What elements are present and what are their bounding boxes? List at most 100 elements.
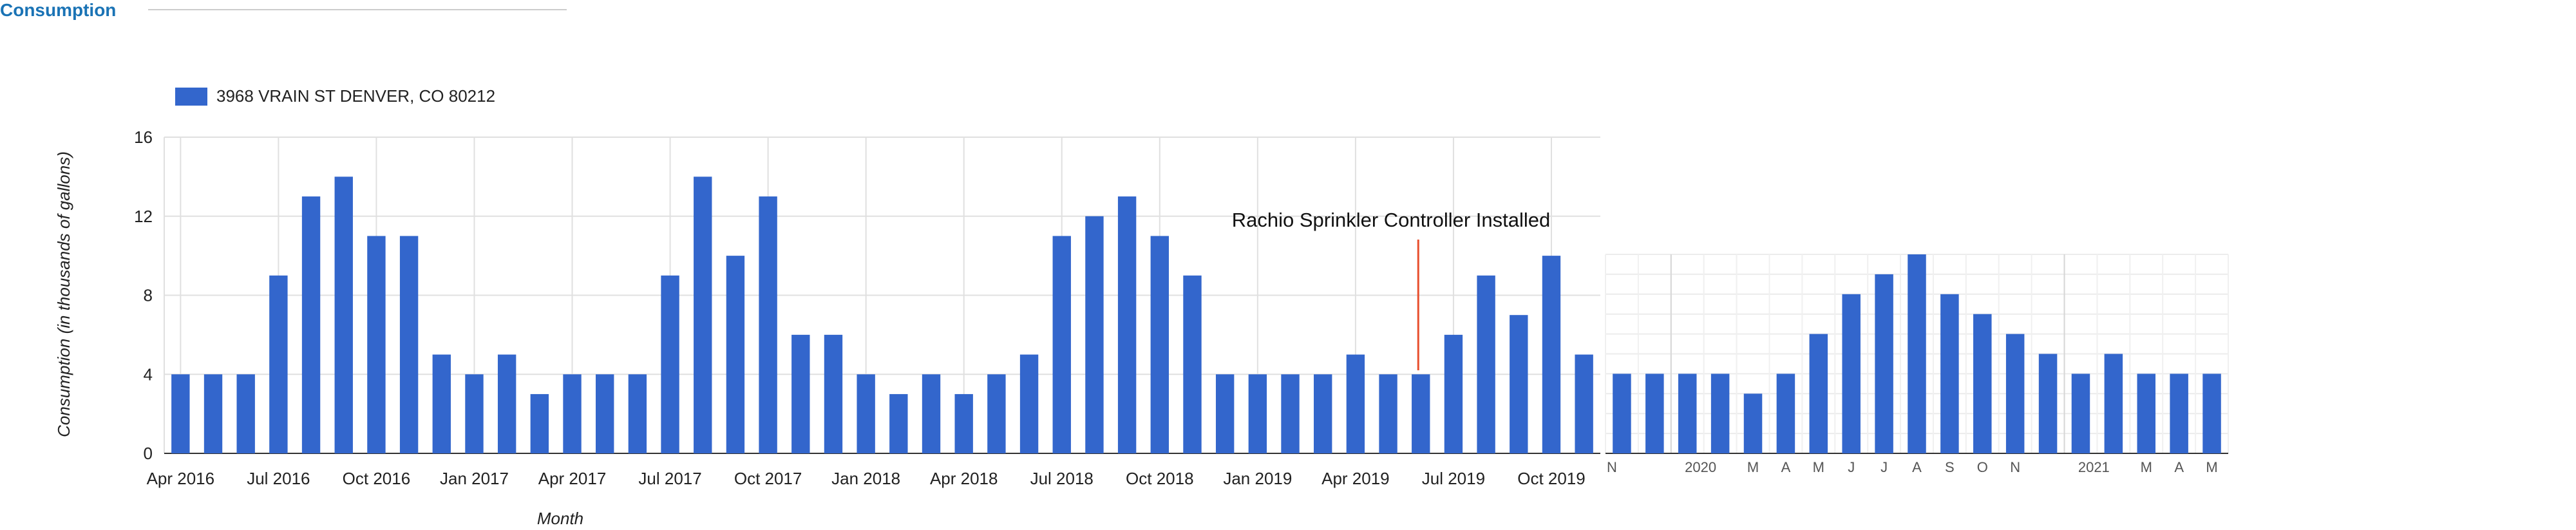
bar: [1183, 275, 1202, 453]
inset-bar: [1842, 294, 1861, 453]
bar: [1117, 196, 1137, 453]
bar: [1477, 275, 1495, 453]
x-tick-label: Oct 2017: [734, 469, 802, 488]
bar: [563, 374, 582, 453]
bar: [1314, 374, 1332, 453]
inset-bar: [2104, 354, 2123, 453]
bar: [1379, 374, 1397, 453]
inset-x-tick-label: J: [1880, 459, 1888, 475]
bar: [628, 374, 647, 453]
annotation-label: Rachio Sprinkler Controller Installed: [1232, 209, 1551, 231]
bar: [1281, 374, 1300, 453]
bar: [759, 196, 777, 453]
inset-bar: [1678, 374, 1697, 453]
y-tick-label: 0: [144, 444, 153, 463]
inset-x-tick-label: A: [1781, 459, 1791, 475]
y-tick-label: 12: [134, 207, 153, 226]
inset-x-tick-label: 2020: [1685, 459, 1716, 475]
bar: [530, 393, 549, 453]
bar: [1248, 374, 1267, 453]
bar: [204, 374, 223, 453]
x-tick-label: Oct 2019: [1517, 469, 1586, 488]
inset-bar: [1710, 374, 1730, 453]
x-tick-label: Apr 2018: [930, 469, 998, 488]
x-axis-title: Month: [537, 509, 583, 528]
bar: [596, 374, 614, 453]
x-tick-label: Jan 2017: [440, 469, 509, 488]
inset-bar: [2038, 354, 2058, 453]
bar: [954, 393, 973, 453]
legend-label: 3968 VRAIN ST DENVER, CO 80212: [216, 86, 495, 106]
bar: [726, 256, 745, 453]
bar: [399, 236, 419, 453]
y-tick-label: 8: [144, 286, 153, 305]
inset-x-tick-label: N: [2010, 459, 2020, 475]
bar: [367, 236, 386, 453]
x-tick-label: Apr 2017: [538, 469, 607, 488]
inset-x-tick-label: A: [1912, 459, 1922, 475]
bar: [1150, 236, 1169, 453]
inset-bar: [2202, 374, 2221, 453]
bar: [1510, 315, 1528, 453]
bar: [301, 196, 321, 453]
inset-bar: [2170, 374, 2188, 453]
inset-x-tick-label: O: [1977, 459, 1988, 475]
bar: [1575, 354, 1593, 453]
bar: [171, 374, 190, 453]
bar: [889, 393, 908, 453]
inset-bar: [1908, 254, 1926, 453]
inset-bar: [2071, 374, 2090, 453]
bar: [661, 275, 679, 453]
inset-bar: [1875, 274, 1893, 453]
bar: [269, 275, 288, 453]
bar: [236, 374, 255, 453]
bar: [497, 354, 516, 453]
legend-swatch: [175, 88, 207, 106]
inset-x-tick-label: M: [1747, 459, 1759, 475]
inset-bar: [2005, 334, 2025, 453]
inset-bars: [1613, 254, 2221, 453]
inset-bar: [1743, 393, 1763, 453]
x-tick-label: Jan 2019: [1223, 469, 1292, 488]
main-x-tick-labels: Apr 2016 Jul 2016 Oct 2016 Jan 2017 Apr 2017…: [147, 469, 1586, 488]
bar: [465, 374, 484, 453]
bar: [922, 374, 941, 453]
inset-x-tick-label: 2021: [2078, 459, 2110, 475]
bar: [334, 176, 353, 453]
bar: [432, 354, 451, 453]
inset-x-tick-label: M: [1813, 459, 1824, 475]
x-tick-label: Jul 2018: [1030, 469, 1094, 488]
bar: [1085, 216, 1104, 453]
bar: [1444, 334, 1463, 453]
bar: [824, 334, 843, 453]
y-axis-title: Consumption (in thousands of gallons): [54, 151, 73, 437]
inset-bar: [1776, 374, 1795, 453]
main-bars: [171, 176, 1593, 453]
inset-x-tick-label: J: [1848, 459, 1855, 475]
bar: [1412, 374, 1430, 453]
bar: [791, 334, 810, 453]
x-tick-label: Jul 2016: [247, 469, 310, 488]
x-tick-label: Apr 2019: [1321, 469, 1390, 488]
inset-bar: [1645, 374, 1664, 453]
bar: [1215, 374, 1235, 453]
main-y-tick-labels: 0 4 8 12 16: [134, 128, 153, 463]
x-tick-label: Oct 2016: [343, 469, 411, 488]
x-tick-label: Jul 2017: [638, 469, 701, 488]
x-tick-label: Jul 2019: [1422, 469, 1485, 488]
inset-bar: [1809, 334, 1828, 453]
inset-x-tick-labels: N 2020 M A M J J A S O N 2021 M A M: [1607, 459, 2218, 475]
bar: [1052, 236, 1071, 453]
bar: [987, 374, 1006, 453]
y-tick-label: 16: [134, 128, 153, 147]
bar: [1019, 354, 1039, 453]
inset-x-tick-label: S: [1945, 459, 1955, 475]
section-title: Consumption: [0, 0, 117, 20]
inset-bar: [1940, 294, 1959, 453]
x-tick-label: Oct 2018: [1126, 469, 1194, 488]
inset-bar: [1973, 314, 1992, 453]
bar: [694, 176, 712, 453]
x-tick-label: Jan 2018: [831, 469, 900, 488]
